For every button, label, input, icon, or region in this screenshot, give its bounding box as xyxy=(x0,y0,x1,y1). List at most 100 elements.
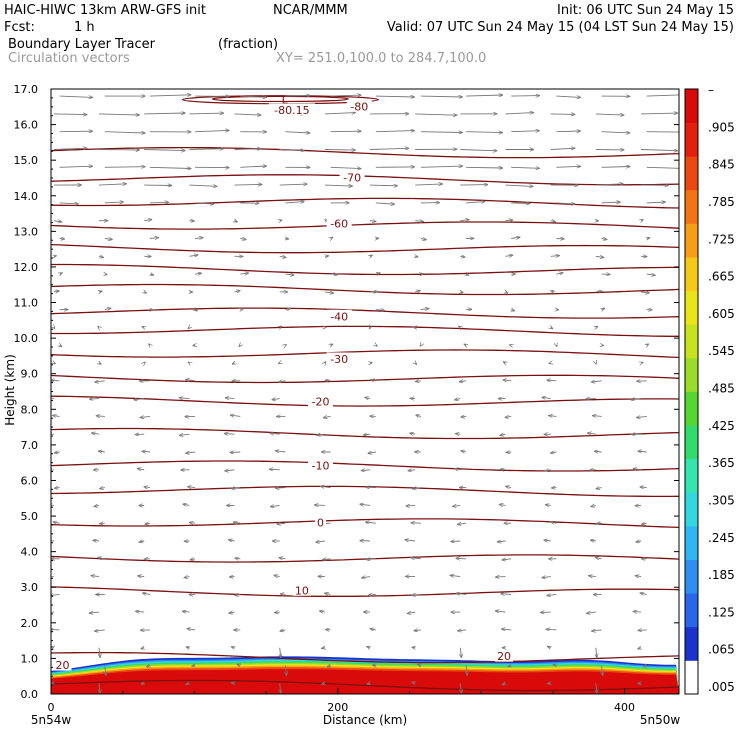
circulation-vector xyxy=(549,416,557,417)
circulation-vector xyxy=(415,291,420,292)
temperature-contour xyxy=(51,651,679,664)
circulation-vector xyxy=(272,399,280,400)
colorbar-label: .005 xyxy=(708,680,735,694)
colorbar-label: .485 xyxy=(708,382,735,396)
circulation-vector xyxy=(99,523,105,524)
contour-label-bg xyxy=(346,99,372,112)
circulation-vector xyxy=(595,291,602,292)
circulation-vector xyxy=(330,95,362,96)
circulation-vector xyxy=(51,397,54,400)
circulation-vector xyxy=(460,220,469,221)
y-tick-label: 10.0 xyxy=(14,332,39,345)
circulation-vector xyxy=(595,114,624,115)
circulation-vector xyxy=(183,504,190,505)
circulation-vector xyxy=(457,523,467,524)
circulation-vector xyxy=(90,399,100,400)
colorbar-swatch xyxy=(685,425,698,460)
circulation-vector xyxy=(186,452,196,453)
circulation-vector xyxy=(195,273,201,274)
circulation-vector xyxy=(544,540,551,541)
circulation-vector xyxy=(234,291,241,292)
colorbar-swatch xyxy=(685,324,698,359)
circulation-vector xyxy=(461,416,467,417)
circulation-vector xyxy=(189,185,217,186)
circulation-vector xyxy=(186,380,196,381)
circulation-vector xyxy=(360,504,371,505)
colorbar-label: .905 xyxy=(708,120,735,134)
contour-label-bg xyxy=(326,217,352,230)
circulation-vector xyxy=(647,238,650,239)
circulation-vector xyxy=(324,185,353,186)
circulation-vector xyxy=(636,541,642,542)
circulation-vector xyxy=(415,221,423,222)
circulation-vector xyxy=(466,167,503,168)
circulation-vector xyxy=(53,415,60,416)
circulation-vector xyxy=(411,558,421,559)
colorbar-swatch xyxy=(685,122,698,157)
circulation-vector xyxy=(189,522,196,523)
circulation-vector xyxy=(231,488,241,489)
circulation-vector xyxy=(551,327,553,328)
contour-label: 10 xyxy=(295,584,309,597)
colorbar-label: .545 xyxy=(708,344,735,358)
circulation-vector xyxy=(182,611,190,612)
circulation-vector xyxy=(505,416,512,417)
circulation-vector xyxy=(189,149,223,150)
circulation-vector xyxy=(376,345,377,346)
circulation-vector xyxy=(331,344,333,345)
contour-label-bg xyxy=(308,395,334,408)
circulation-vector xyxy=(195,203,214,204)
y-tick-label: 6.0 xyxy=(21,474,39,487)
circulation-vector xyxy=(466,95,503,96)
circulation-vector xyxy=(461,451,467,452)
circulation-vector xyxy=(99,683,100,693)
contour-label-bg xyxy=(53,658,72,671)
circulation-vector xyxy=(99,291,102,292)
circulation-vector xyxy=(511,131,539,132)
circulation-vector xyxy=(375,310,385,311)
circulation-vector xyxy=(139,541,145,542)
circulation-vector xyxy=(280,630,286,631)
circulation-vector xyxy=(589,576,596,577)
circulation-vector xyxy=(640,292,649,293)
circulation-vector xyxy=(136,611,145,612)
temperature-contours xyxy=(51,95,679,692)
colorbar-swatch xyxy=(685,189,698,224)
circulation-vector xyxy=(285,309,290,310)
circulation-vector xyxy=(546,629,557,630)
x-axis-label: Distance (km) xyxy=(323,713,407,727)
circulation-vector xyxy=(230,415,241,416)
circulation-vector xyxy=(412,594,421,595)
circulation-vector xyxy=(511,237,520,238)
circulation-vector xyxy=(317,434,325,435)
circulation-vector xyxy=(368,452,376,453)
colorbar-swatch xyxy=(685,559,698,594)
circulation-vector xyxy=(591,505,596,506)
circulation-vector xyxy=(646,274,656,275)
colorbar-label: .305 xyxy=(708,493,735,507)
colorbar-label: .245 xyxy=(708,531,735,545)
contour-label-bg xyxy=(326,352,352,365)
circulation-vector xyxy=(195,238,203,239)
circulation-vector xyxy=(602,665,603,676)
colorbar-label: .845 xyxy=(708,158,735,172)
circulation-vector xyxy=(633,469,642,470)
circulation-vector xyxy=(502,559,512,560)
circulation-vector xyxy=(187,629,196,630)
y-tick-label: 4.0 xyxy=(21,546,39,559)
circulation-vector xyxy=(98,256,104,257)
circulation-vector xyxy=(466,202,485,203)
circulation-vector xyxy=(96,416,105,417)
circulation-vector xyxy=(596,683,597,693)
circulation-vector xyxy=(363,434,371,435)
circulation-vector xyxy=(505,185,534,186)
temperature-contour xyxy=(51,518,679,529)
circulation-vector xyxy=(594,451,602,452)
circulation-vector xyxy=(285,239,288,240)
circulation-vector xyxy=(495,611,506,612)
colorbar-swatch xyxy=(685,290,698,325)
circulation-vector xyxy=(646,202,666,203)
circulation-vector xyxy=(601,132,630,133)
circulation-vector xyxy=(240,96,266,97)
circulation-vector xyxy=(503,380,512,381)
